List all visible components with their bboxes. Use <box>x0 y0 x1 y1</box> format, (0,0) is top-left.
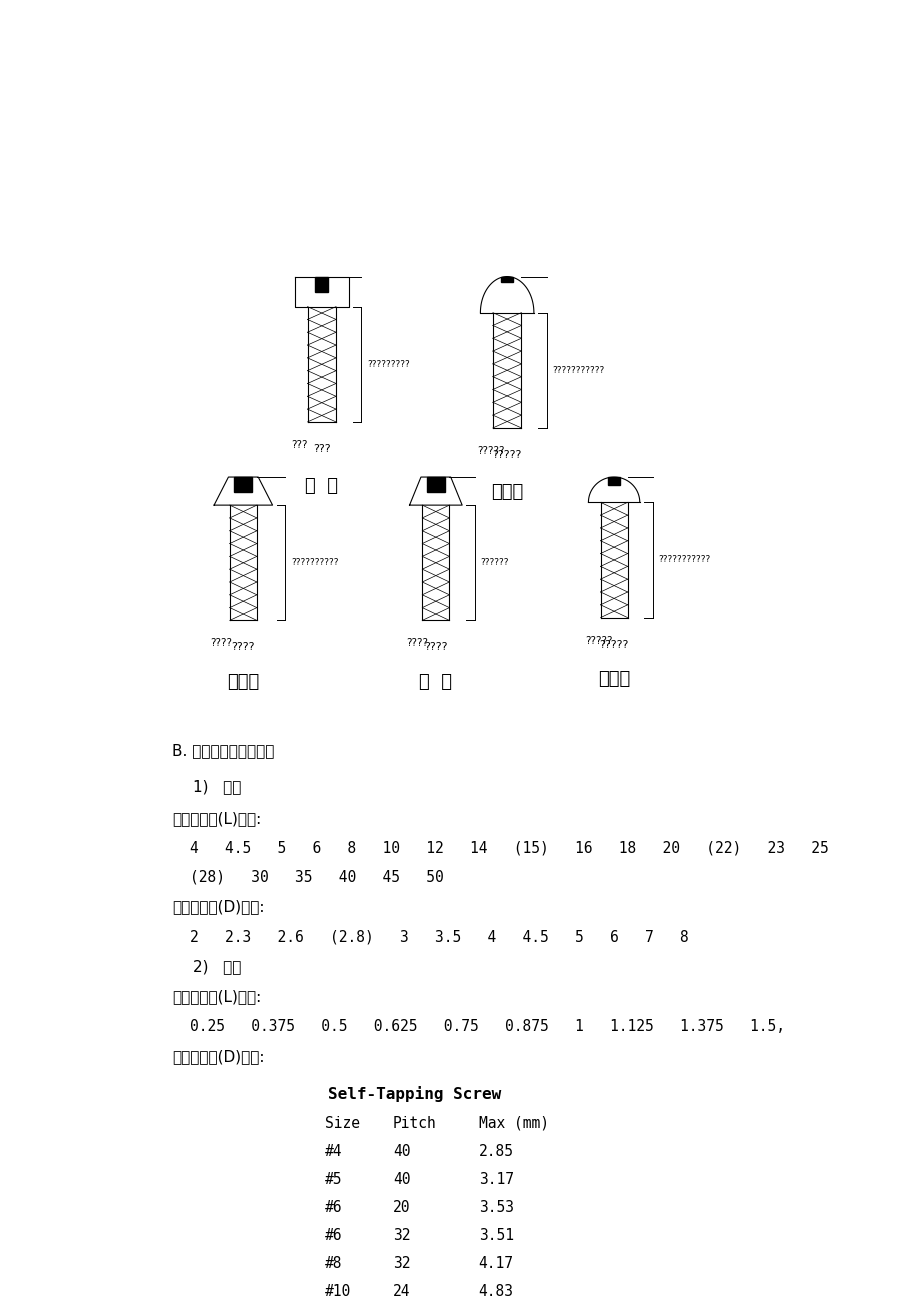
Text: ?????: ????? <box>476 447 504 456</box>
Text: ?????????: ????????? <box>367 359 409 368</box>
Polygon shape <box>295 276 348 307</box>
Text: 1)   公制: 1) 公制 <box>193 779 242 794</box>
Text: 平  头: 平 头 <box>419 673 452 690</box>
Text: 螺丝的长度(L)系列:: 螺丝的长度(L)系列: <box>172 811 261 825</box>
Text: Pitch: Pitch <box>392 1116 437 1130</box>
Text: ?????: ????? <box>599 639 628 650</box>
Text: 24: 24 <box>392 1284 410 1299</box>
Text: 0.25   0.375   0.5   0.625   0.75   0.875   1   1.125   1.375   1.5,: 0.25 0.375 0.5 0.625 0.75 0.875 1 1.125 … <box>189 1019 784 1034</box>
Polygon shape <box>234 477 252 492</box>
Text: #4: #4 <box>325 1143 343 1159</box>
Polygon shape <box>600 503 627 617</box>
Polygon shape <box>307 307 335 422</box>
Text: 半圆头: 半圆头 <box>597 669 630 687</box>
Text: 4   4.5   5   6   8   10   12   14   (15)   16   18   20   (22)   23   25: 4 4.5 5 6 8 10 12 14 (15) 16 18 20 (22) … <box>189 841 828 855</box>
Text: 2)   英制: 2) 英制 <box>193 960 242 974</box>
Text: #6: #6 <box>325 1228 343 1243</box>
Polygon shape <box>607 477 619 484</box>
Polygon shape <box>422 505 448 621</box>
Text: 3.17: 3.17 <box>478 1172 513 1187</box>
Text: #5: #5 <box>325 1172 343 1187</box>
Polygon shape <box>426 477 444 492</box>
Text: ?????: ????? <box>492 450 521 460</box>
Text: Max (mm): Max (mm) <box>478 1116 548 1130</box>
Text: 20: 20 <box>392 1200 410 1215</box>
Text: ????: ???? <box>424 642 448 652</box>
Text: 扁  头: 扁 头 <box>305 477 338 495</box>
Polygon shape <box>588 477 639 503</box>
Text: 3.53: 3.53 <box>478 1200 513 1215</box>
Text: ????: ???? <box>405 638 427 648</box>
Polygon shape <box>480 276 533 312</box>
Polygon shape <box>501 276 513 283</box>
Text: 40: 40 <box>392 1143 410 1159</box>
Text: 32: 32 <box>392 1256 410 1271</box>
Text: 2.85: 2.85 <box>478 1143 513 1159</box>
Text: ?????: ????? <box>584 635 612 646</box>
Polygon shape <box>230 505 256 621</box>
Text: B. 螺丝长度及外径标准: B. 螺丝长度及外径标准 <box>172 742 274 758</box>
Text: Size: Size <box>325 1116 360 1130</box>
Text: 螺丝的外径(D)系列:: 螺丝的外径(D)系列: <box>172 1049 265 1065</box>
Text: 3.51: 3.51 <box>478 1228 513 1243</box>
Polygon shape <box>409 477 461 505</box>
Text: 皇冠头: 皇冠头 <box>227 673 259 690</box>
Text: 4.83: 4.83 <box>478 1284 513 1299</box>
Text: ????: ???? <box>232 642 255 652</box>
Text: 扁圆头: 扁圆头 <box>491 483 523 501</box>
Polygon shape <box>314 276 328 292</box>
Text: 螺丝的长度(L)系列:: 螺丝的长度(L)系列: <box>172 990 261 1004</box>
Text: (28)   30   35   40   45   50: (28) 30 35 40 45 50 <box>189 868 443 884</box>
Text: 4.17: 4.17 <box>478 1256 513 1271</box>
Text: ???: ??? <box>312 444 330 454</box>
Text: ???: ??? <box>291 440 308 450</box>
Text: 2   2.3   2.6   (2.8)   3   3.5   4   4.5   5   6   7   8: 2 2.3 2.6 (2.8) 3 3.5 4 4.5 5 6 7 8 <box>189 930 687 944</box>
Text: #8: #8 <box>325 1256 343 1271</box>
Text: ???????????: ??????????? <box>658 556 709 565</box>
Text: ??????: ?????? <box>480 559 508 568</box>
Polygon shape <box>493 312 521 428</box>
Polygon shape <box>214 477 272 505</box>
Text: 32: 32 <box>392 1228 410 1243</box>
Text: ???????????: ??????????? <box>551 366 604 375</box>
Text: ??????????: ?????????? <box>290 559 338 568</box>
Text: #10: #10 <box>325 1284 351 1299</box>
Text: #6: #6 <box>325 1200 343 1215</box>
Text: Self-Tapping Screw: Self-Tapping Screw <box>327 1086 501 1101</box>
Text: ????: ???? <box>210 638 233 648</box>
Text: 40: 40 <box>392 1172 410 1187</box>
Text: 螺丝的外径(D)系列:: 螺丝的外径(D)系列: <box>172 900 265 914</box>
